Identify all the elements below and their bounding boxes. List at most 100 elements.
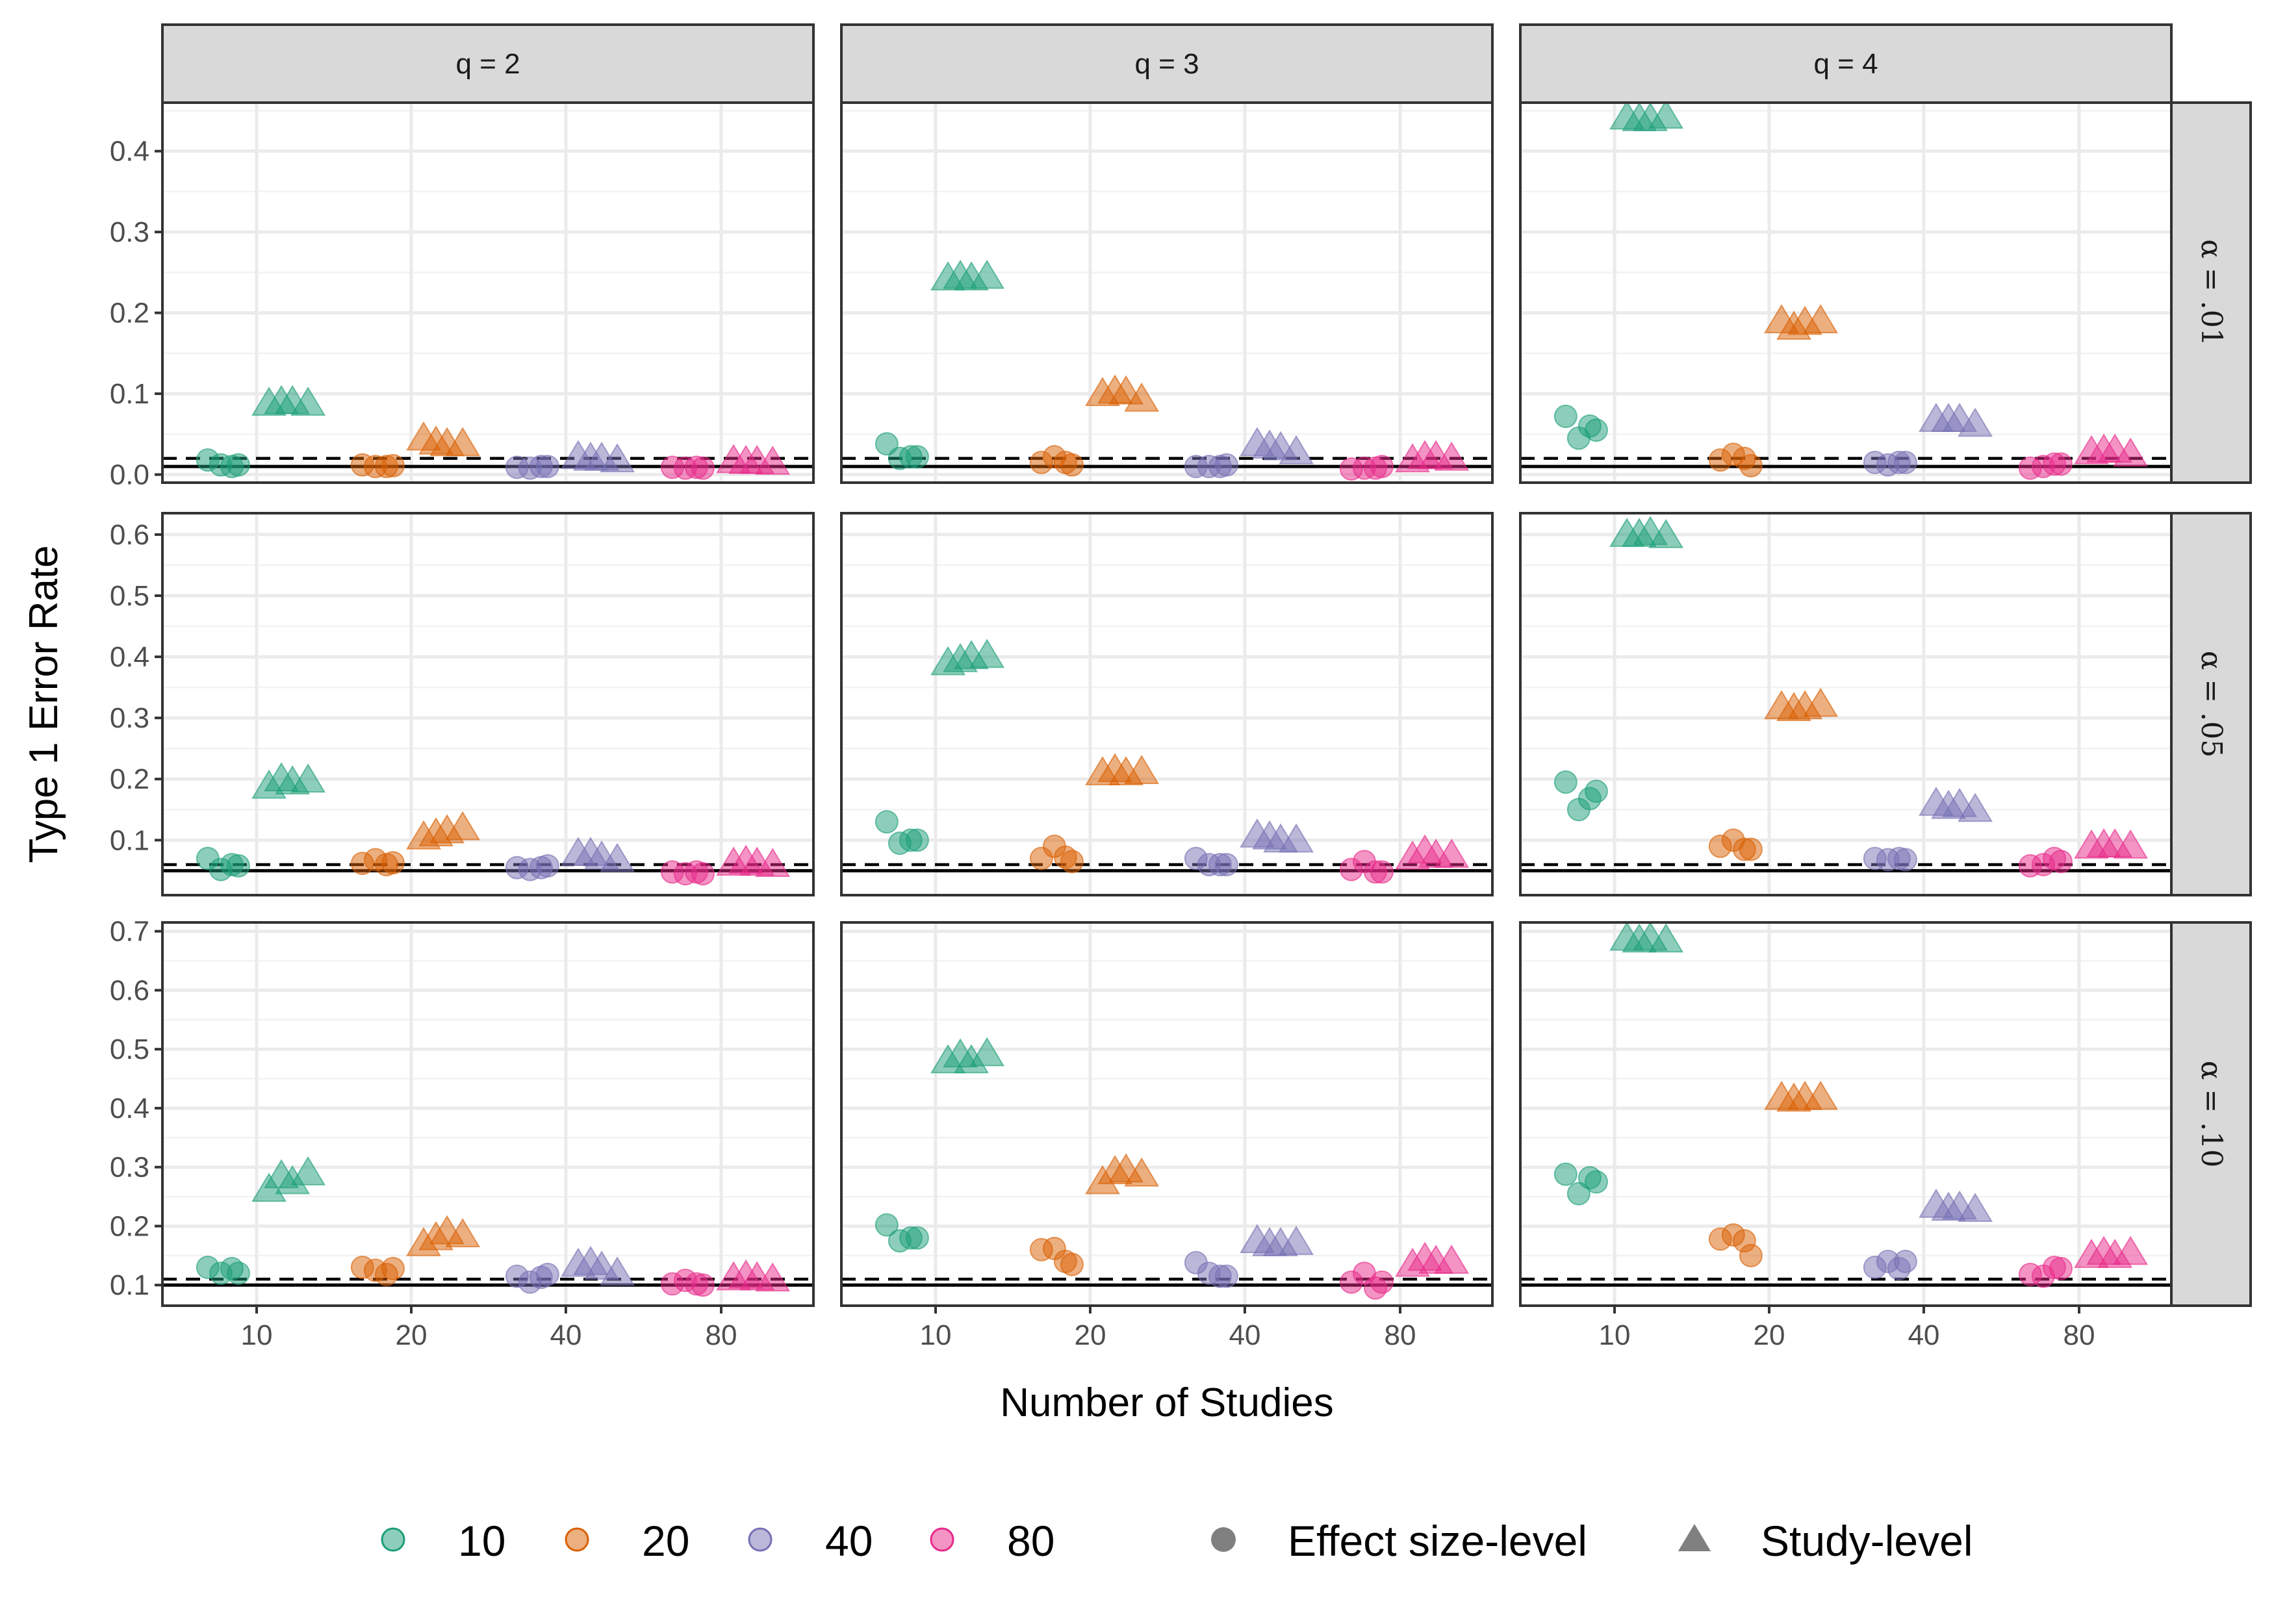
panel-r2-c3 (1519, 512, 2173, 896)
point-study-level-10 (290, 387, 326, 416)
point-study-level-20 (1803, 1080, 1839, 1110)
legend-label: 40 (825, 1517, 873, 1565)
point-study-level-10 (1648, 923, 1684, 953)
legend-label: Effect size-level (1288, 1517, 1587, 1565)
y-tick-label: 0.1 (110, 1269, 149, 1301)
point-effect-size-level-10 (1553, 770, 1578, 794)
point-effect-size-level-80 (691, 456, 715, 480)
y-tick-label: 0.1 (110, 378, 149, 410)
plot-area: 0.00.10.20.30.40.10.20.30.40.50.60.10.20… (21, 23, 2252, 1565)
panel-border (840, 921, 1494, 1307)
point-effect-size-level-40 (535, 1262, 559, 1286)
point-effect-size-level-80 (691, 862, 715, 886)
point-effect-size-level-10 (905, 445, 929, 469)
point-effect-size-level-80 (2049, 850, 2073, 874)
panel-r3-c2: 10 20 40 80 (840, 921, 1494, 1351)
y-tick-label: 0.2 (110, 1210, 149, 1242)
point-effect-size-level-80 (1370, 1270, 1394, 1294)
panel-r3-c3: 10 20 40 80 (1519, 921, 2173, 1351)
point-effect-size-level-20 (1739, 1243, 1763, 1267)
point-effect-size-level-20 (1060, 850, 1084, 874)
row-strip: α = .01 (2170, 101, 2252, 484)
strip-label-alpha: α = .10 (2195, 1061, 2228, 1168)
x-tick-label: 40 (1229, 1319, 1260, 1351)
strip-background (161, 23, 815, 104)
point-effect-size-level-20 (1739, 453, 1763, 477)
x-tick-label: 10 (241, 1319, 273, 1351)
panel-background (162, 922, 813, 1306)
y-tick-label: 0.2 (110, 298, 149, 329)
point-effect-size-level-10 (1553, 1162, 1578, 1186)
y-tick-label: 0.4 (110, 136, 149, 168)
point-effect-size-level-10 (226, 1262, 250, 1286)
legend-key-circle (381, 1527, 405, 1552)
y-tick-label: 0.4 (110, 641, 149, 673)
row-strip: α = .10 (2170, 921, 2252, 1307)
point-study-level-20 (445, 811, 481, 841)
y-tick-label: 0.1 (110, 824, 149, 856)
legend-item-10: 10 (381, 1517, 505, 1565)
point-study-level-40 (1958, 407, 1993, 437)
point-effect-size-level-10 (905, 828, 929, 852)
panel-r2-c2 (840, 512, 1494, 896)
point-effect-size-level-20 (381, 453, 405, 477)
point-effect-size-level-20 (381, 1256, 405, 1280)
panel-background (1520, 103, 2171, 483)
point-study-level-80 (2113, 437, 2149, 467)
column-strip: q = 2 (161, 23, 815, 104)
point-study-level-10 (290, 763, 326, 793)
point-effect-size-level-10 (226, 453, 250, 477)
x-tick-label: 80 (1385, 1319, 1416, 1351)
y-tick-label: 0.3 (110, 702, 149, 734)
strip-label-q: q = 2 (455, 48, 520, 80)
x-axis-title: Number of Studies (1000, 1380, 1333, 1425)
point-study-level-10 (1648, 99, 1684, 129)
point-study-level-40 (1279, 435, 1314, 464)
point-effect-size-level-20 (1060, 1252, 1084, 1276)
point-effect-size-level-10 (875, 810, 899, 834)
point-study-level-20 (445, 427, 481, 457)
legend-key-triangle-shape (1678, 1524, 1711, 1551)
strip-background (2170, 921, 2252, 1307)
point-effect-size-level-80 (1370, 860, 1394, 884)
panel-background (162, 513, 813, 895)
point-study-level-40 (600, 843, 635, 872)
legend-item-effect-size-level: Effect size-level (1211, 1517, 1587, 1565)
strip-label-q: q = 3 (1134, 48, 1199, 80)
x-tick-label: 10 (920, 1319, 952, 1351)
point-effect-size-level-40 (1893, 1249, 1917, 1273)
panel-r1-c2 (840, 101, 1494, 484)
legend-label: Study-level (1761, 1517, 1973, 1565)
point-study-level-40 (1958, 793, 1993, 822)
x-tick-label: 20 (395, 1319, 427, 1351)
point-effect-size-level-40 (1893, 450, 1917, 474)
point-study-level-20 (1803, 304, 1839, 334)
point-study-level-40 (600, 443, 635, 473)
point-study-level-20 (1803, 687, 1839, 717)
point-study-level-80 (1434, 1244, 1470, 1274)
legend-label: 80 (1007, 1517, 1054, 1565)
point-study-level-10 (969, 259, 1005, 289)
point-effect-size-level-20 (1060, 453, 1084, 477)
y-tick-label: 0.6 (110, 974, 149, 1006)
point-study-level-40 (600, 1256, 635, 1286)
strip-background (840, 23, 1494, 104)
point-effect-size-level-10 (1584, 418, 1608, 442)
x-tick-label: 80 (2063, 1319, 2095, 1351)
point-study-level-10 (969, 639, 1005, 668)
point-effect-size-level-10 (1584, 780, 1608, 804)
legend-label: 10 (458, 1517, 505, 1565)
point-effect-size-level-40 (1893, 848, 1917, 872)
panel-r3-c1: 0.1 0.2 0.3 0.4 0.5 0.6 0.7 10 20 40 80 (110, 916, 815, 1351)
point-study-level-80 (1434, 441, 1470, 471)
point-study-level-80 (755, 848, 791, 877)
strip-label-alpha: α = .01 (2195, 239, 2228, 346)
x-tick-label: 20 (1753, 1319, 1785, 1351)
point-effect-size-level-10 (1553, 404, 1578, 428)
point-study-level-40 (1279, 823, 1314, 853)
point-effect-size-level-10 (875, 432, 899, 456)
point-effect-size-level-40 (535, 854, 559, 878)
y-tick-label: 0.0 (110, 459, 149, 491)
y-tick-label: 0.4 (110, 1093, 149, 1124)
